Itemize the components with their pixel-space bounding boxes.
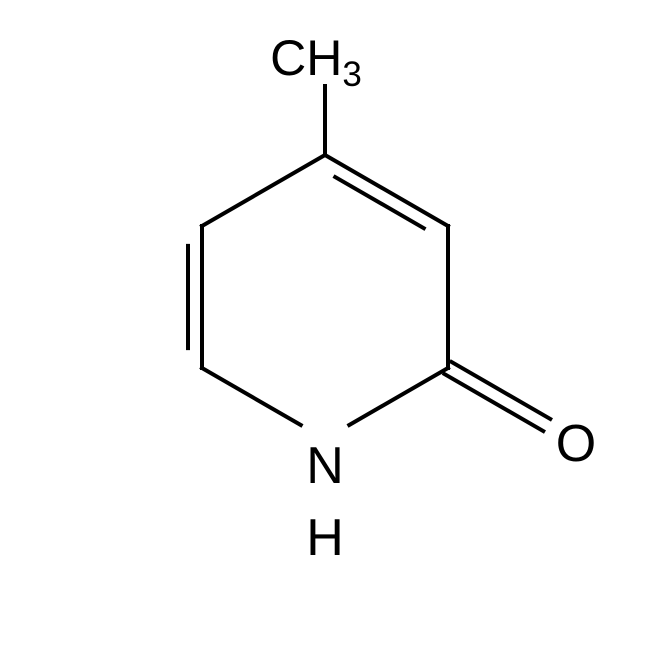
label-h: H [306, 508, 344, 568]
label-ch3-sub: 3 [342, 55, 361, 94]
label-ch3: CH3 [270, 29, 362, 95]
molecule-canvas: CH3 N H O [0, 0, 650, 650]
label-ch3-text: CH [270, 30, 342, 86]
label-o: O [556, 414, 596, 474]
label-n: N [306, 436, 344, 496]
